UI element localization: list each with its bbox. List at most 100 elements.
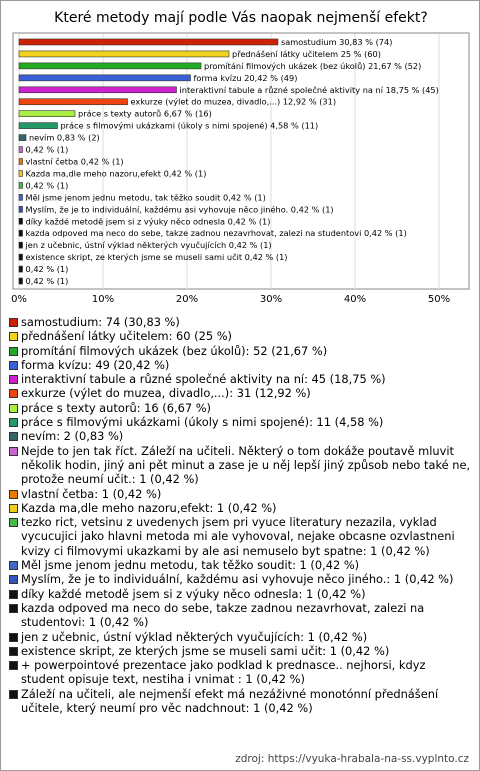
legend-swatch xyxy=(9,418,18,428)
bar-label: exkurze (výlet do muzea, divadlo,...) 12… xyxy=(131,96,337,106)
value-label: 0,42 % (1) xyxy=(81,156,124,166)
value-label: 0,83 % (2) xyxy=(57,132,100,142)
bar-label: vlastní četba 0,42 % (1) xyxy=(26,156,124,166)
legend-item: přednášení látky učitelem: 60 (25 %) xyxy=(9,329,471,343)
bar-label: nevím 0,83 % (2) xyxy=(29,132,100,142)
bar xyxy=(18,194,23,201)
category-label: přednášení látky učitelem xyxy=(232,48,338,58)
x-tick-label: 10% xyxy=(92,294,114,305)
bar-label: 0,42 % (1) xyxy=(26,276,69,286)
legend-label: nevím: 2 (0,83 %) xyxy=(21,429,124,444)
legend-item: kazda odpoved ma neco do sebe, takze zad… xyxy=(9,601,471,630)
plot-frame xyxy=(12,32,470,290)
legend-item: vlastní četba: 1 (0,42 %) xyxy=(9,487,471,501)
value-label: 12,92 % (31) xyxy=(283,96,336,106)
category-label: práce s texty autorů xyxy=(78,108,161,118)
legend-label: + powerpointové prezentace jako podklad … xyxy=(21,658,426,687)
bar xyxy=(18,241,23,249)
value-label: 30,83 % (74) xyxy=(339,36,392,46)
legend-swatch xyxy=(9,360,18,370)
legend-label: Myslím, že je to individuální, každému a… xyxy=(21,572,454,587)
bar xyxy=(18,229,23,237)
legend-item: existence skript, ze kterých jsme se mus… xyxy=(9,644,471,658)
bar-label: jen z učebnic, ústní výklad některých vy… xyxy=(25,240,272,250)
chart: Které metody mají podle Vás naopak nejme… xyxy=(11,10,470,305)
legend-item: Měl jsme jenom jednu metodu, tak těžko s… xyxy=(9,558,471,572)
legend-label: samostudium: 74 (30,83 %) xyxy=(21,315,180,329)
category-label: promítání filmových ukázek (bez úkolů) xyxy=(204,60,365,70)
legend-label: interaktivní tabule a různé společné akt… xyxy=(21,372,386,387)
legend-swatch xyxy=(9,503,18,513)
bar xyxy=(18,98,128,106)
legend-swatch xyxy=(9,318,18,327)
category-label: Kazda ma,dle meho nazoru,efekt xyxy=(26,168,162,178)
bar xyxy=(18,122,58,129)
bar xyxy=(18,86,177,94)
legend-label: promítání filmových ukázek (bez úkolů): … xyxy=(21,343,328,358)
x-tick-label: 40% xyxy=(344,294,366,305)
bar-label: 0,42 % (1) xyxy=(26,264,69,274)
legend-item: exkurze (výlet do muzea, divadlo,...): 3… xyxy=(9,386,471,400)
bar xyxy=(18,206,23,213)
legend-item: práce s filmovými ukázkami (úkoly s nimi… xyxy=(9,415,471,429)
value-label: 25 % (60) xyxy=(341,48,381,58)
value-label: 0,42 % (1) xyxy=(364,228,407,238)
x-tick-label: 30% xyxy=(260,294,282,305)
category-label: vlastní četba xyxy=(26,156,79,166)
legend-swatch xyxy=(9,646,18,656)
category-label: Měl jsme jenom jednu metodu, tak těžko s… xyxy=(26,192,222,202)
legend-label: Nejde to jen tak říct. Záleží na učiteli… xyxy=(21,443,471,487)
value-label: 0,42 % (1) xyxy=(228,216,271,226)
legend-swatch xyxy=(9,346,18,356)
value-label: 18,75 % (45) xyxy=(386,84,439,94)
x-tick-label: 20% xyxy=(176,294,198,305)
legend-label: práce s filmovými ukázkami (úkoly s nimi… xyxy=(21,415,384,430)
legend-label: kazda odpoved ma neco do sebe, takze zad… xyxy=(21,600,425,630)
category-label: exkurze (výlet do muzea, divadlo,...) xyxy=(131,96,281,106)
legend-label: díky každé metodě jsem si z výuky něco o… xyxy=(21,586,366,601)
bar-label: přednášení látky učitelem 25 % (60) xyxy=(232,48,381,58)
bar-label: 0,42 % (1) xyxy=(26,180,69,190)
x-tick-label: 0% xyxy=(11,294,27,305)
bar-label: forma kvízu 20,42 % (49) xyxy=(194,72,298,82)
legend-label: Kazda ma,dle meho nazoru,efekt: 1 (0,42 … xyxy=(21,500,277,515)
legend-swatch xyxy=(9,589,18,599)
chart-title: Které metody mají podle Vás naopak nejme… xyxy=(54,10,428,26)
bar xyxy=(18,50,230,58)
value-label: 0,42 % (1) xyxy=(26,276,69,286)
legend: samostudium: 74 (30,83 %) přednášení látk… xyxy=(9,315,471,715)
legend-item: práce s texty autorů: 16 (6,67 %) xyxy=(9,401,471,415)
value-label: 0,42 % (1) xyxy=(164,168,207,178)
category-label: díky každé metodě jsem si z výuky něco o… xyxy=(26,216,226,226)
legend-swatch xyxy=(9,332,18,342)
bar xyxy=(18,74,191,82)
bar-label: Měl jsme jenom jednu metodu, tak těžko s… xyxy=(26,192,266,202)
source: zdroj: https://vyuka-hrabala-na-ss.vypln… xyxy=(235,753,469,765)
legend-label: Záleží na učiteli, ale nejmenší efekt má… xyxy=(21,686,439,716)
legend-item: nevím: 2 (0,83 %) xyxy=(9,429,471,443)
legend-swatch xyxy=(9,518,18,528)
legend-swatch xyxy=(9,403,18,413)
value-label: 4,58 % (11) xyxy=(270,120,318,130)
bar-label: Myslím, že je to individuální, každému a… xyxy=(26,204,334,214)
value-label: 0,42 % (1) xyxy=(291,204,334,214)
category-label: existence skript, ze kterých jsme se mus… xyxy=(26,252,243,262)
bar xyxy=(18,182,23,189)
bar-label: interaktivní tabule a různé společné akt… xyxy=(180,84,439,94)
legend-label: Měl jsme jenom jednu metodu, tak těžko s… xyxy=(21,558,360,573)
category-label: interaktivní tabule a různé společné akt… xyxy=(180,84,384,94)
legend-item: + powerpointové prezentace jako podklad … xyxy=(9,658,471,687)
value-label: 0,42 % (1) xyxy=(245,252,288,262)
bar xyxy=(18,146,23,153)
category-label: práce s filmovými ukázkami (úkoly s nimi… xyxy=(60,120,267,130)
legend-item: Myslím, že je to individuální, každému a… xyxy=(9,572,471,586)
value-label: 0,42 % (1) xyxy=(26,264,69,274)
bar-label: 0,42 % (1) xyxy=(26,144,69,154)
category-label: nevím xyxy=(29,132,54,142)
legend-item: tezko rict, vetsinu z uvedenych jsem pri… xyxy=(9,515,471,558)
bar-label: existence skript, ze kterých jsme se mus… xyxy=(26,252,288,262)
bar-label: práce s texty autorů 6,67 % (16) xyxy=(78,108,212,118)
legend-label: vlastní četba: 1 (0,42 %) xyxy=(21,486,162,501)
value-label: 6,67 % (16) xyxy=(164,108,212,118)
legend-swatch xyxy=(9,632,18,642)
